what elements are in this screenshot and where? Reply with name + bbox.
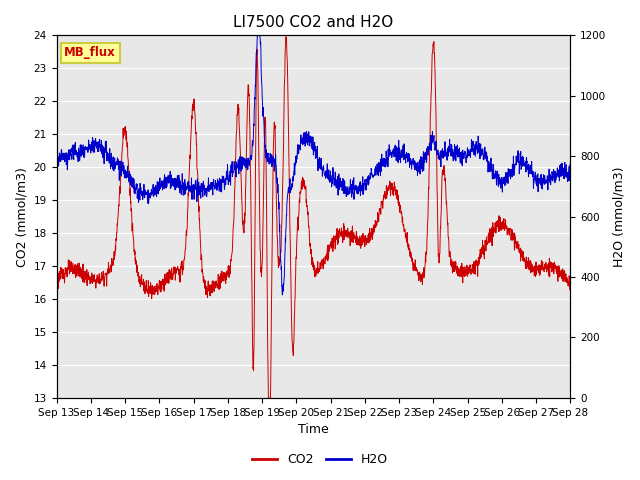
Y-axis label: CO2 (mmol/m3): CO2 (mmol/m3): [15, 167, 28, 266]
Title: LI7500 CO2 and H2O: LI7500 CO2 and H2O: [234, 15, 394, 30]
X-axis label: Time: Time: [298, 423, 329, 436]
Legend: CO2, H2O: CO2, H2O: [247, 448, 393, 471]
Text: MB_flux: MB_flux: [64, 46, 116, 59]
Y-axis label: H2O (mmol/m3): H2O (mmol/m3): [612, 167, 625, 267]
